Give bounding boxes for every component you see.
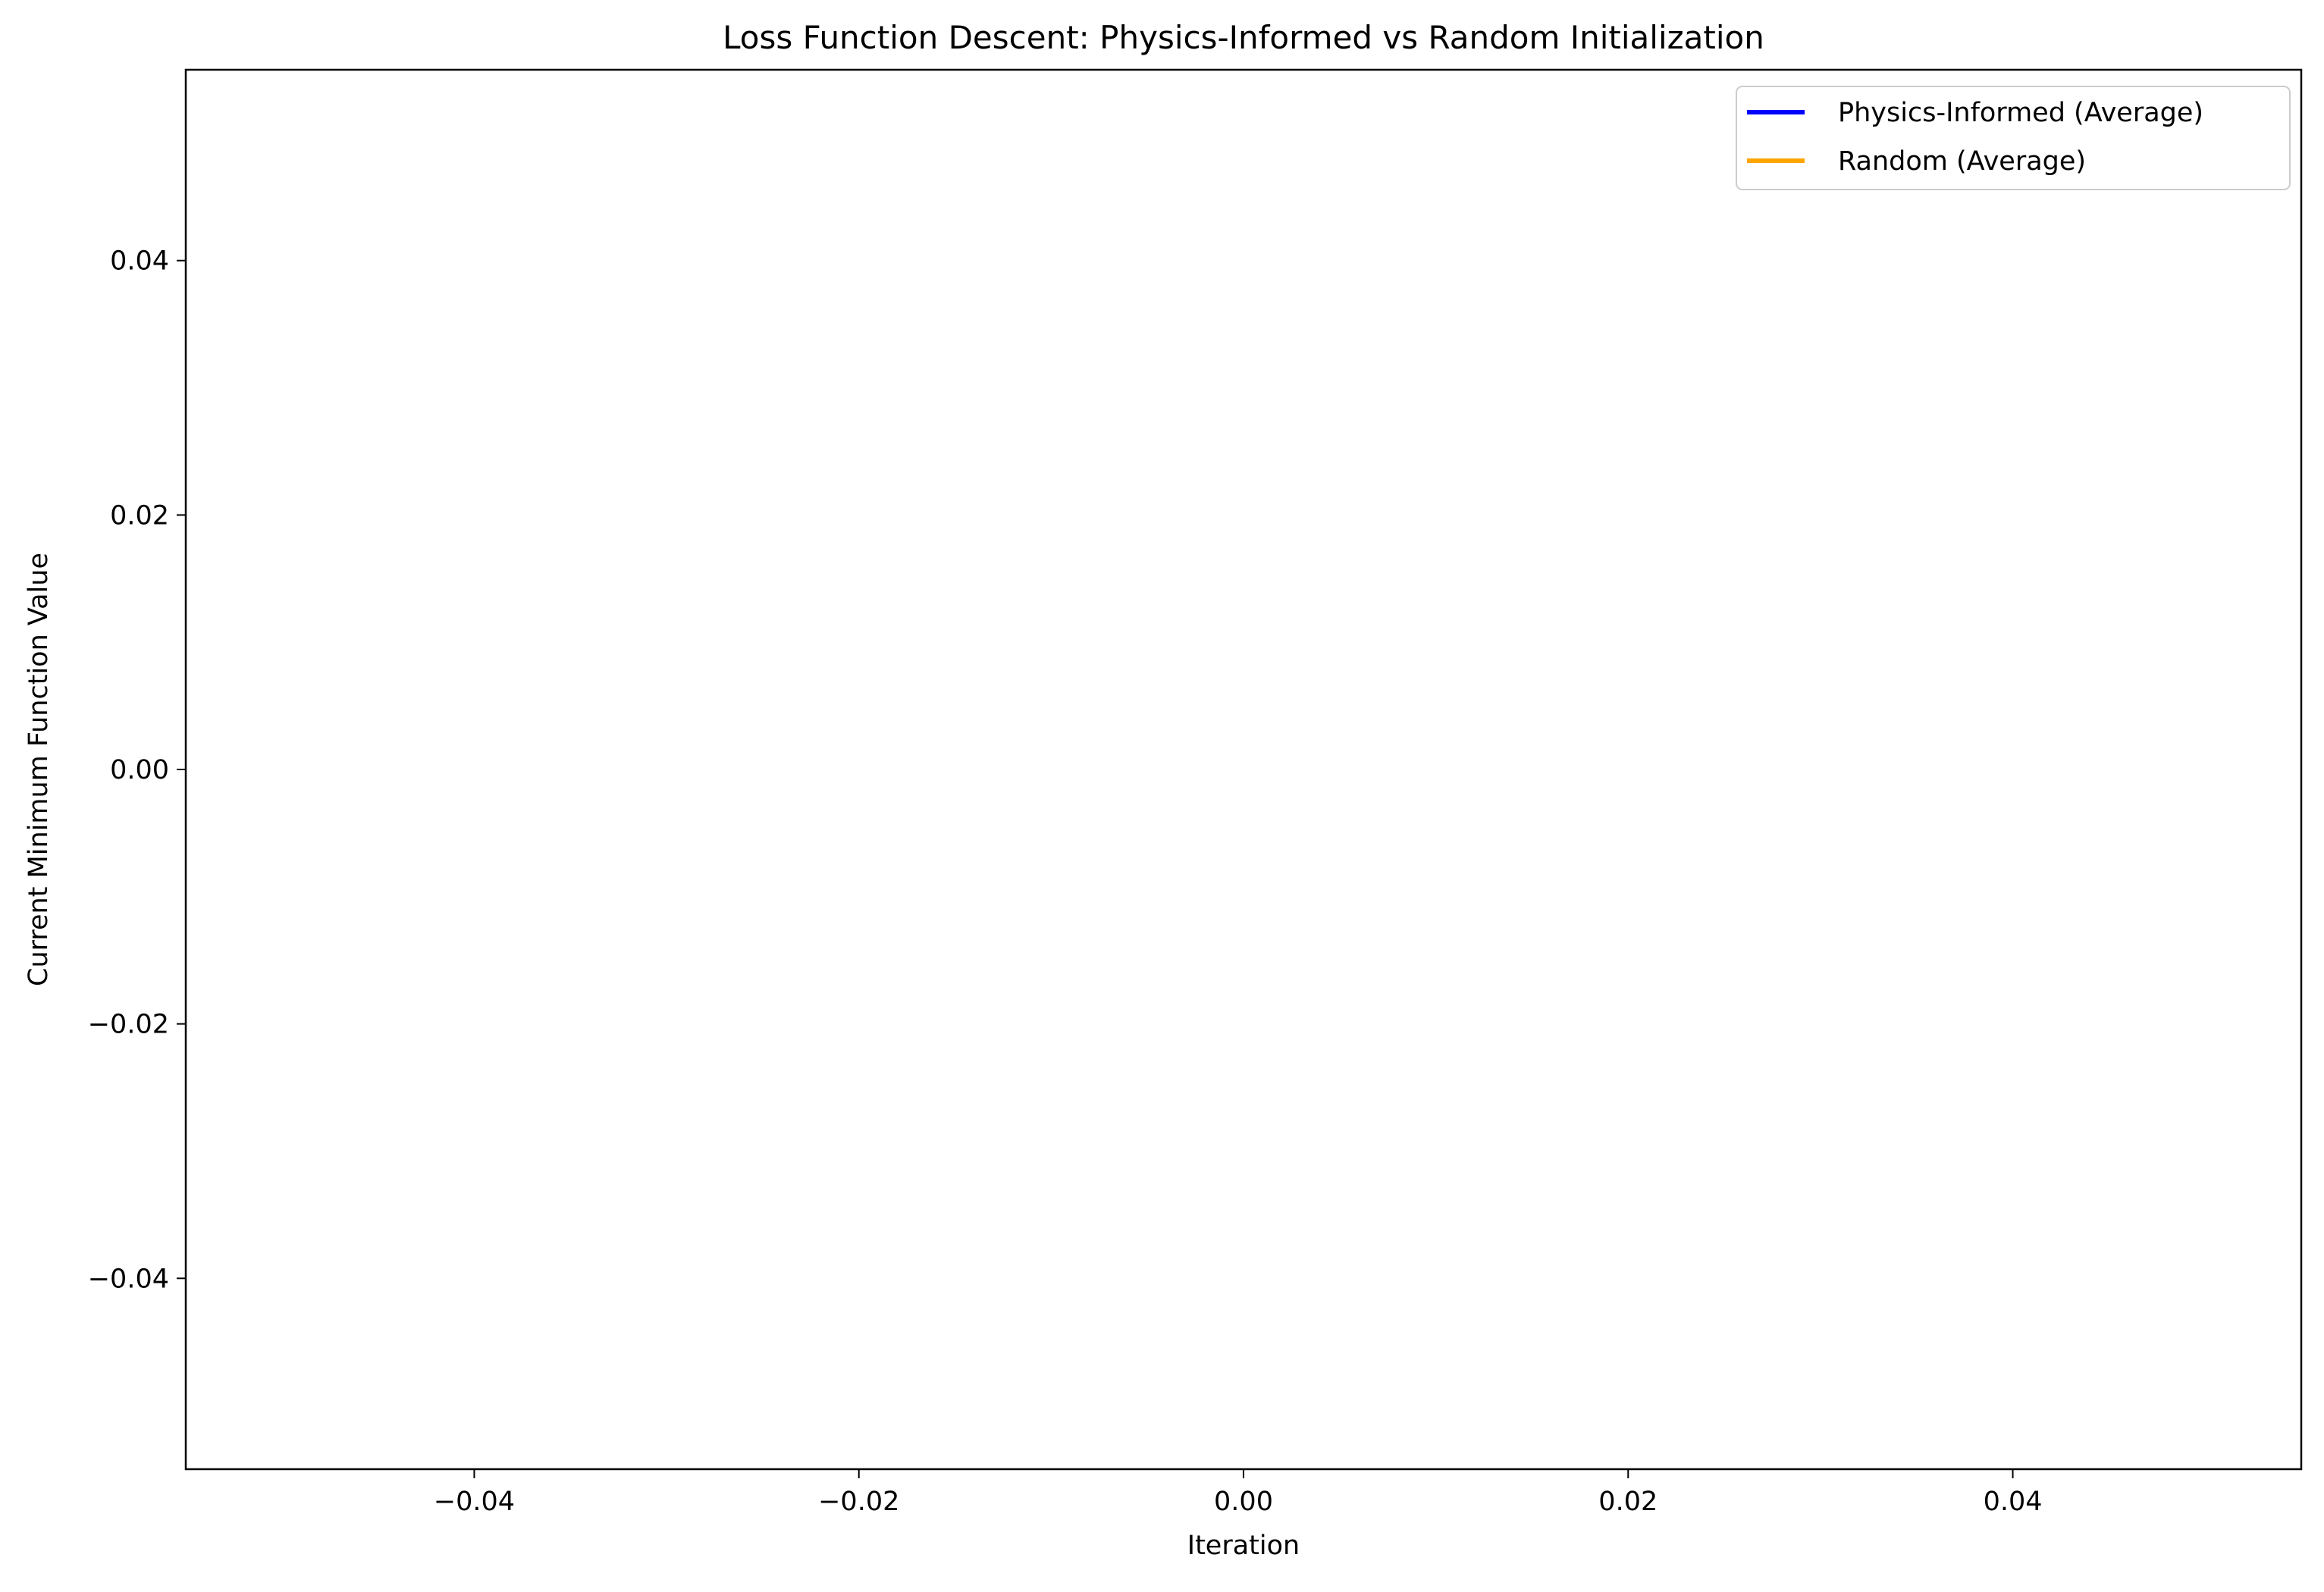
y-axis-label: Current Minimum Function Value <box>24 553 54 986</box>
chart-title: Loss Function Descent: Physics-Informed … <box>723 19 1764 56</box>
x-axis-ticks: −0.04 −0.02 0.00 0.02 0.04 <box>434 1469 2043 1517</box>
x-axis-label: Iteration <box>1187 1531 1300 1561</box>
y-tick-label: 0.04 <box>110 246 169 277</box>
x-tick-label: −0.04 <box>434 1487 515 1517</box>
y-tick-label: −0.04 <box>88 1264 169 1294</box>
legend-entry-1: Random (Average) <box>1838 146 2086 177</box>
y-tick-label: 0.02 <box>110 500 169 531</box>
legend: Physics-Informed (Average) Random (Averag… <box>1736 86 2291 190</box>
x-tick-label: 0.04 <box>1984 1487 2043 1517</box>
x-tick-label: 0.02 <box>1598 1487 1658 1517</box>
y-axis-ticks: −0.04 −0.02 0.00 0.02 0.04 <box>88 246 186 1294</box>
x-tick-label: −0.02 <box>818 1487 899 1517</box>
y-tick-label: 0.00 <box>110 755 169 785</box>
legend-entry-0: Physics-Informed (Average) <box>1838 98 2203 128</box>
x-tick-label: 0.00 <box>1214 1487 1273 1517</box>
y-tick-label: −0.02 <box>88 1010 169 1040</box>
legend-box <box>1736 86 2291 190</box>
